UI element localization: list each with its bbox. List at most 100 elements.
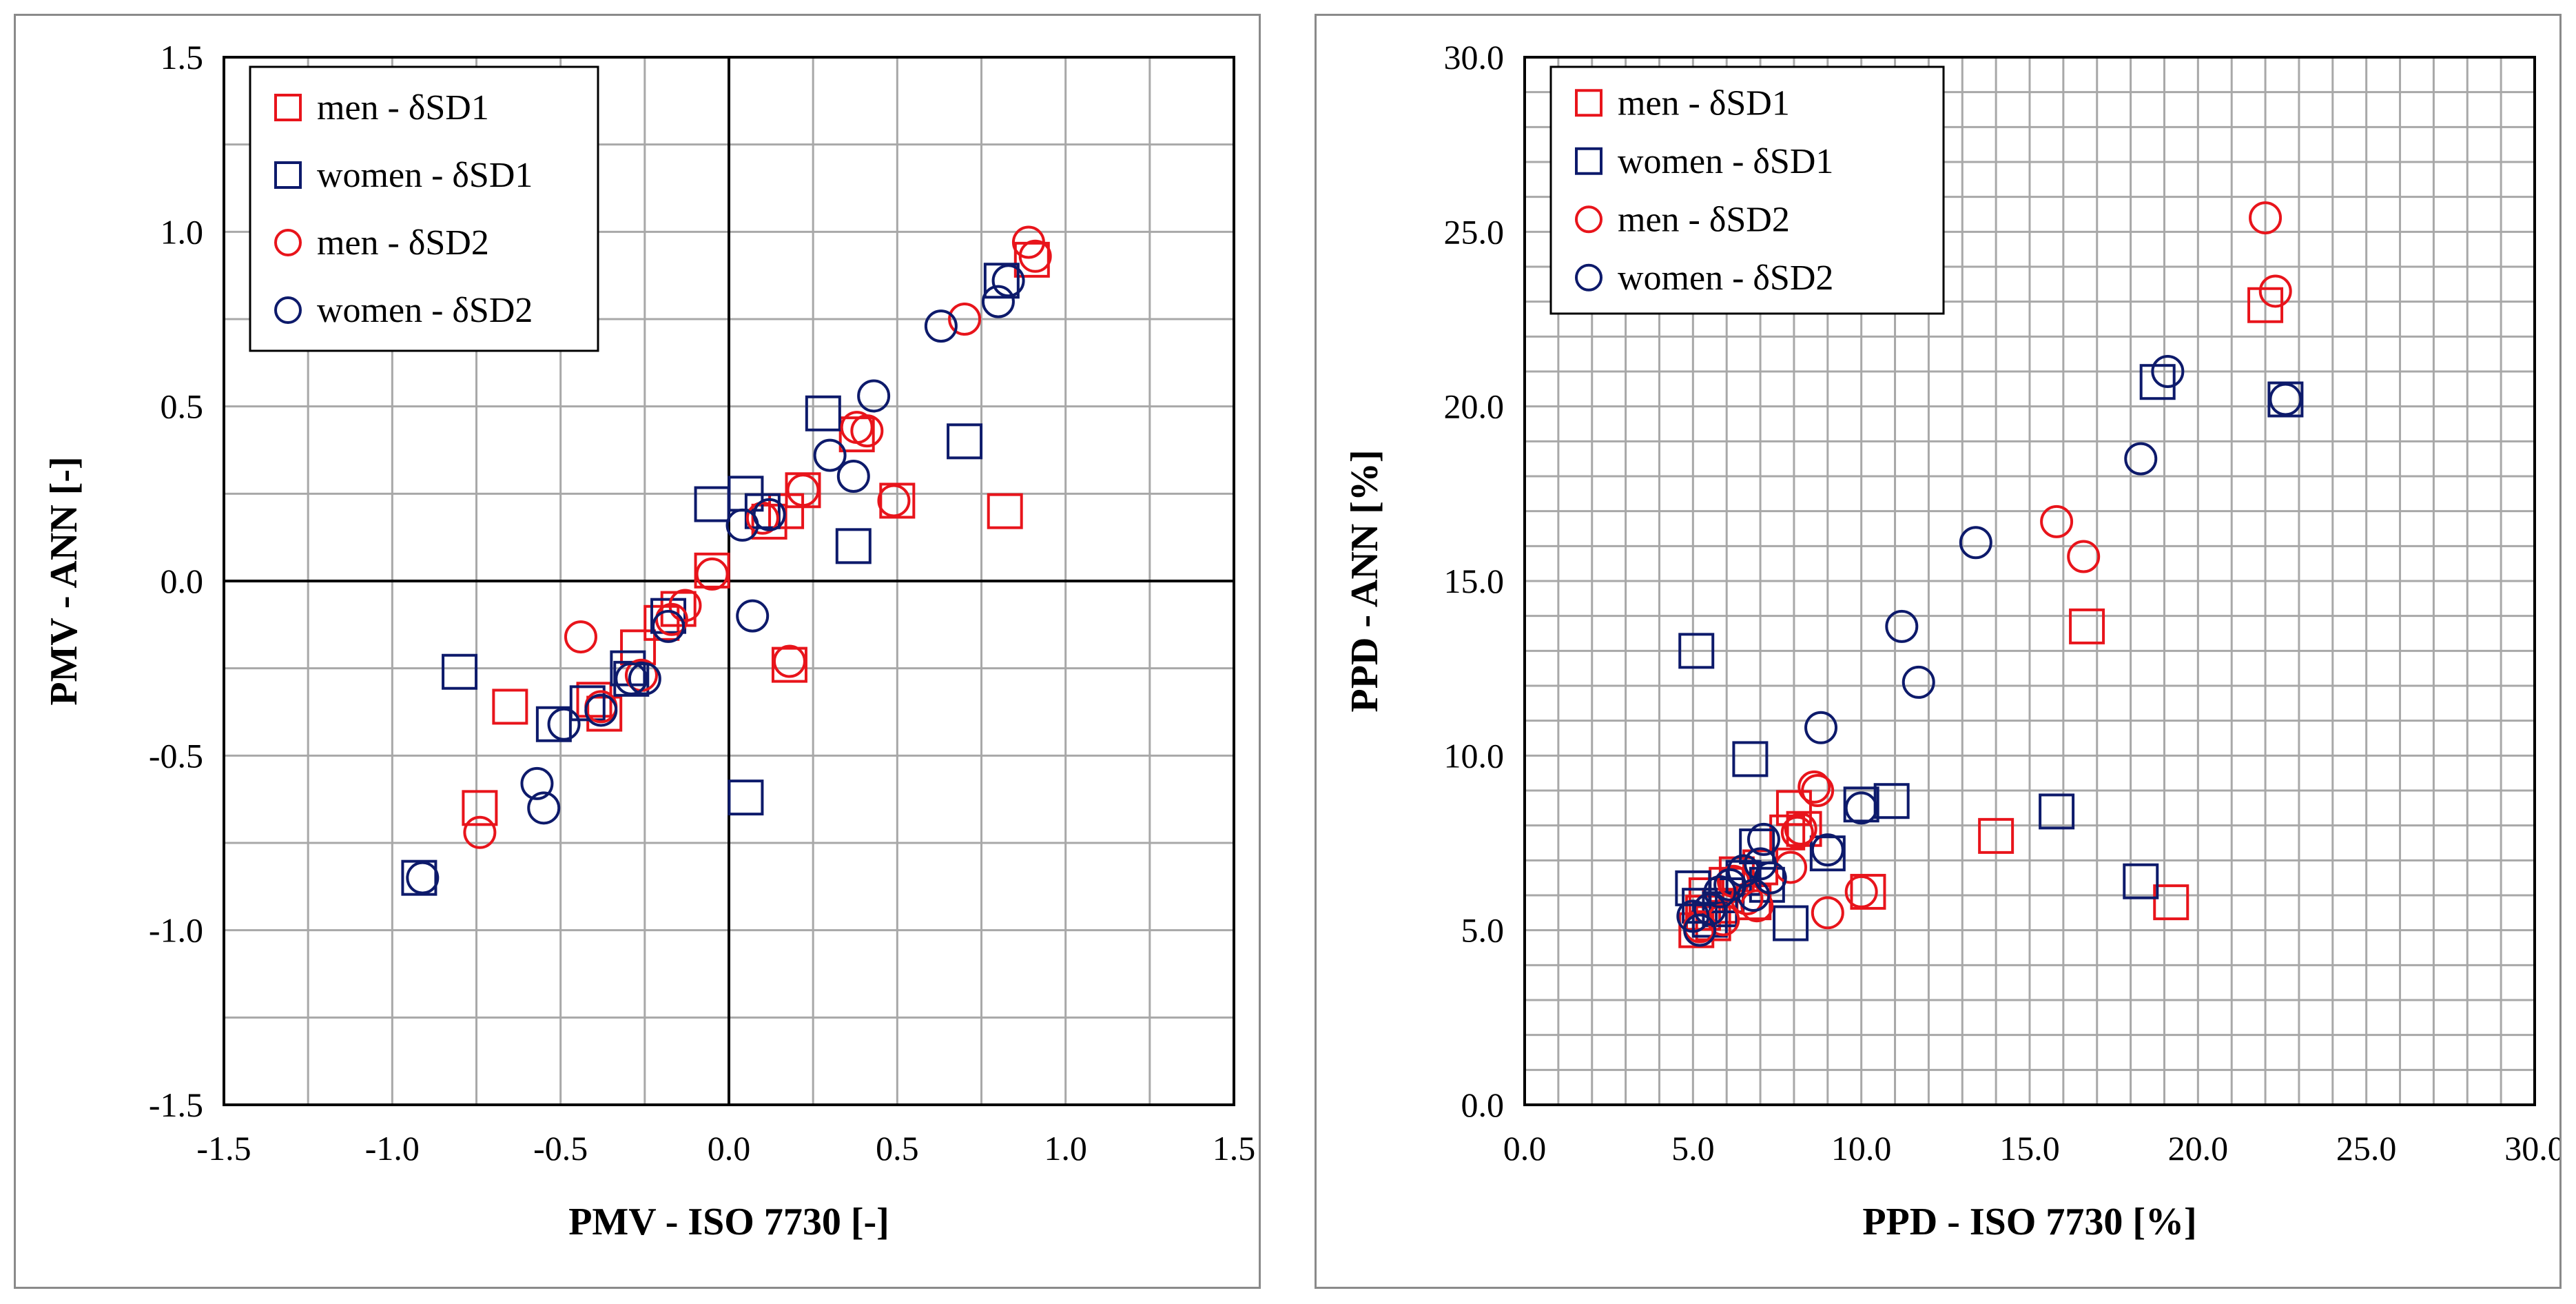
data-point: [745, 501, 779, 535]
x-tick-label: 10.0: [1831, 1129, 1892, 1168]
plot-border: [223, 56, 1235, 1106]
data-point: [1693, 893, 1727, 926]
legend-box: [1549, 65, 1945, 315]
data-point: [835, 528, 872, 564]
x-tick-label: -1.0: [365, 1129, 420, 1168]
data-point: [1784, 812, 1817, 846]
y-tick-label: 1.0: [161, 212, 204, 251]
pmv-scatter-chart: -1.5 -1.0 -0.5 0.0 0.5 1.0 1.5 -1.5 -1.0 -0.5 0.0 0…: [43, 38, 1256, 1243]
data-point: [1727, 854, 1760, 888]
data-point: [694, 552, 730, 589]
y-tick-label: 25.0: [1444, 212, 1505, 251]
data-point: [877, 484, 911, 518]
y-tick-label: 1.5: [161, 38, 204, 77]
data-point: [786, 473, 820, 507]
legend-label: women - δSD2: [317, 291, 533, 330]
data-point: [1844, 791, 1878, 825]
data-point: [983, 263, 1020, 299]
legend-marker-square: [274, 161, 302, 189]
series-3: [406, 264, 1025, 895]
data-point: [981, 285, 1015, 318]
x-tick-label: 20.0: [2168, 1129, 2229, 1168]
data-point: [948, 303, 982, 336]
data-point: [2153, 884, 2189, 921]
legend-label: women - δSD1: [317, 156, 533, 195]
data-point: [991, 264, 1025, 298]
x-tick-label: 0.0: [708, 1129, 751, 1168]
data-point: [584, 693, 618, 727]
data-point: [2039, 793, 2075, 830]
data-point: [1809, 835, 1846, 872]
data-point: [1844, 875, 1878, 908]
data-point: [1801, 774, 1835, 807]
legend-label: women - δSD2: [1618, 258, 1833, 298]
x-tick-label: -0.5: [533, 1129, 588, 1168]
legend-label: women - δSD1: [1618, 142, 1833, 181]
data-point: [2123, 863, 2159, 899]
series-3: [1676, 355, 2302, 947]
data-point: [836, 460, 870, 493]
y-tick-label: 15.0: [1444, 562, 1505, 600]
legend-marker-square: [1575, 89, 1603, 117]
y-tick-label: 0.0: [161, 562, 204, 600]
data-point: [527, 791, 561, 825]
data-point: [463, 815, 497, 849]
data-point: [1811, 833, 1844, 867]
legend-label: men - δSD1: [317, 88, 489, 128]
data-point: [406, 861, 440, 895]
data-point: [492, 689, 528, 725]
x-tick-label: 30.0: [2504, 1129, 2559, 1168]
x-tick-label: -1.5: [196, 1129, 251, 1168]
data-point: [2151, 355, 2185, 388]
data-point: [813, 438, 847, 472]
data-point: [1811, 896, 1844, 930]
data-point: [442, 653, 478, 690]
y-tick-label: -1.5: [149, 1086, 203, 1124]
legend-label: men - δSD1: [1618, 83, 1790, 123]
data-point: [462, 790, 498, 826]
y-tick-label: -1.0: [149, 911, 203, 950]
data-point: [1753, 861, 1787, 895]
y-axis-title: PPD - ANN [%]: [1343, 449, 1386, 712]
legend-marker-square: [1575, 147, 1603, 175]
data-point: [805, 395, 841, 431]
legend-label: men - δSD2: [317, 223, 489, 263]
data-point: [1732, 741, 1769, 777]
data-point: [401, 859, 437, 896]
legend-marker-circle: [1575, 263, 1603, 292]
x-tick-label: 5.0: [1671, 1129, 1715, 1168]
data-point: [1703, 875, 1737, 908]
ppd-scatter-chart: 0.0 5.0 10.0 15.0 20.0 25.0 30.0 0.0 5.0 10.0 15.0…: [1343, 38, 2559, 1243]
data-point: [752, 498, 786, 531]
data-point: [1797, 770, 1831, 804]
data-point: [2069, 608, 2105, 644]
data-point: [1978, 817, 2015, 854]
x-axis-title: PPD - ISO 7730 [%]: [1862, 1201, 2196, 1243]
x-tick-label: 0.5: [876, 1129, 919, 1168]
x-tick-label: 15.0: [1999, 1129, 2060, 1168]
x-tick-label: 1.0: [1044, 1129, 1087, 1168]
data-point: [1775, 790, 1812, 826]
data-point: [2124, 442, 2158, 476]
data-point: [652, 609, 686, 643]
data-point: [535, 706, 572, 742]
data-point: [879, 482, 916, 519]
y-tick-label: 0.0: [1461, 1086, 1505, 1124]
pmv-chart-panel: -1.5 -1.0 -0.5 0.0 0.5 1.0 1.5 -1.5 -1.0 -0.5 0.0 0…: [14, 14, 1261, 1289]
data-point: [1678, 633, 1715, 669]
y-tick-label: 5.0: [1461, 911, 1505, 950]
data-point: [857, 379, 891, 413]
x-axis-title: PMV - ISO 7730 [-]: [568, 1201, 889, 1243]
plot-border: [1523, 56, 2536, 1106]
x-tick-label: 1.5: [1213, 1129, 1256, 1168]
data-point: [668, 589, 702, 622]
legend: men - δSD1 women - δSD1 men - δSD2 women - …: [249, 65, 599, 352]
data-point: [1780, 815, 1814, 849]
data-point: [2067, 540, 2101, 573]
data-point: [1018, 239, 1052, 273]
y-tick-label: 0.5: [161, 387, 204, 426]
data-point: [615, 662, 648, 695]
data-point: [947, 423, 983, 460]
ppd-chart-panel: 0.0 5.0 10.0 15.0 20.0 25.0 30.0 0.0 5.0 10.0 15.0…: [1315, 14, 2562, 1289]
x-tick-label: 0.0: [1503, 1129, 1547, 1168]
